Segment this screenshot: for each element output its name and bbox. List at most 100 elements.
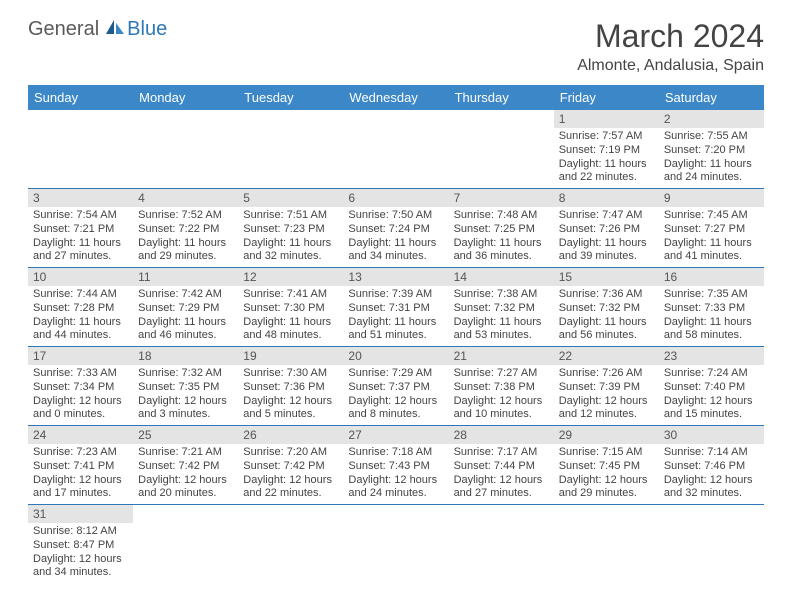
- calendar-cell: 28Sunrise: 7:17 AMSunset: 7:44 PMDayligh…: [449, 426, 554, 505]
- day-number: 26: [238, 426, 343, 444]
- title-block: March 2024 Almonte, Andalusia, Spain: [577, 18, 764, 75]
- calendar-cell: [238, 505, 343, 584]
- empty-cell: [133, 110, 238, 128]
- day-number: 4: [133, 189, 238, 207]
- calendar-cell: [343, 505, 448, 584]
- calendar-body: 1Sunrise: 7:57 AMSunset: 7:19 PMDaylight…: [28, 110, 764, 583]
- calendar-cell: 10Sunrise: 7:44 AMSunset: 7:28 PMDayligh…: [28, 268, 133, 347]
- sail-icon: [104, 18, 126, 41]
- day-details: Sunrise: 7:55 AMSunset: 7:20 PMDaylight:…: [659, 128, 764, 188]
- empty-cell: [343, 505, 448, 523]
- calendar-cell: 16Sunrise: 7:35 AMSunset: 7:33 PMDayligh…: [659, 268, 764, 347]
- calendar-cell: 18Sunrise: 7:32 AMSunset: 7:35 PMDayligh…: [133, 347, 238, 426]
- empty-cell: [238, 505, 343, 523]
- day-details: Sunrise: 7:29 AMSunset: 7:37 PMDaylight:…: [343, 365, 448, 425]
- day-details: Sunrise: 7:21 AMSunset: 7:42 PMDaylight:…: [133, 444, 238, 504]
- empty-cell: [659, 505, 764, 523]
- day-number: 11: [133, 268, 238, 286]
- day-number: 15: [554, 268, 659, 286]
- calendar-cell: 9Sunrise: 7:45 AMSunset: 7:27 PMDaylight…: [659, 189, 764, 268]
- calendar-cell: 15Sunrise: 7:36 AMSunset: 7:32 PMDayligh…: [554, 268, 659, 347]
- day-number: 19: [238, 347, 343, 365]
- day-number: 31: [28, 505, 133, 523]
- day-details: Sunrise: 7:57 AMSunset: 7:19 PMDaylight:…: [554, 128, 659, 188]
- empty-cell: [133, 505, 238, 523]
- weekday-header: Monday: [133, 85, 238, 110]
- day-number: 27: [343, 426, 448, 444]
- empty-cell: [449, 110, 554, 128]
- calendar-cell: 7Sunrise: 7:48 AMSunset: 7:25 PMDaylight…: [449, 189, 554, 268]
- day-details: Sunrise: 7:42 AMSunset: 7:29 PMDaylight:…: [133, 286, 238, 346]
- day-number: 29: [554, 426, 659, 444]
- calendar-cell: [343, 110, 448, 189]
- weekday-header: Friday: [554, 85, 659, 110]
- calendar-cell: [133, 110, 238, 189]
- day-number: 20: [343, 347, 448, 365]
- day-number: 10: [28, 268, 133, 286]
- weekday-header: Sunday: [28, 85, 133, 110]
- day-number: 12: [238, 268, 343, 286]
- day-number: 9: [659, 189, 764, 207]
- day-number: 7: [449, 189, 554, 207]
- calendar-cell: 8Sunrise: 7:47 AMSunset: 7:26 PMDaylight…: [554, 189, 659, 268]
- day-number: 23: [659, 347, 764, 365]
- calendar-cell: 5Sunrise: 7:51 AMSunset: 7:23 PMDaylight…: [238, 189, 343, 268]
- calendar-table: SundayMondayTuesdayWednesdayThursdayFrid…: [28, 85, 764, 583]
- location-label: Almonte, Andalusia, Spain: [577, 57, 764, 75]
- calendar-cell: 19Sunrise: 7:30 AMSunset: 7:36 PMDayligh…: [238, 347, 343, 426]
- day-number: 17: [28, 347, 133, 365]
- day-details: Sunrise: 7:44 AMSunset: 7:28 PMDaylight:…: [28, 286, 133, 346]
- empty-cell: [449, 505, 554, 523]
- calendar-cell: [554, 505, 659, 584]
- calendar-cell: 27Sunrise: 7:18 AMSunset: 7:43 PMDayligh…: [343, 426, 448, 505]
- day-details: Sunrise: 7:20 AMSunset: 7:42 PMDaylight:…: [238, 444, 343, 504]
- brand-text-blue: Blue: [127, 18, 167, 41]
- day-number: 28: [449, 426, 554, 444]
- day-details: Sunrise: 7:27 AMSunset: 7:38 PMDaylight:…: [449, 365, 554, 425]
- day-details: Sunrise: 7:47 AMSunset: 7:26 PMDaylight:…: [554, 207, 659, 267]
- calendar-cell: 21Sunrise: 7:27 AMSunset: 7:38 PMDayligh…: [449, 347, 554, 426]
- calendar-cell: 4Sunrise: 7:52 AMSunset: 7:22 PMDaylight…: [133, 189, 238, 268]
- day-number: 8: [554, 189, 659, 207]
- brand-logo: General Blue: [28, 18, 167, 41]
- day-details: Sunrise: 7:54 AMSunset: 7:21 PMDaylight:…: [28, 207, 133, 267]
- day-details: Sunrise: 7:51 AMSunset: 7:23 PMDaylight:…: [238, 207, 343, 267]
- day-details: Sunrise: 7:24 AMSunset: 7:40 PMDaylight:…: [659, 365, 764, 425]
- day-details: Sunrise: 7:48 AMSunset: 7:25 PMDaylight:…: [449, 207, 554, 267]
- calendar-cell: 2Sunrise: 7:55 AMSunset: 7:20 PMDaylight…: [659, 110, 764, 189]
- day-details: Sunrise: 7:26 AMSunset: 7:39 PMDaylight:…: [554, 365, 659, 425]
- calendar-cell: 25Sunrise: 7:21 AMSunset: 7:42 PMDayligh…: [133, 426, 238, 505]
- calendar-cell: 12Sunrise: 7:41 AMSunset: 7:30 PMDayligh…: [238, 268, 343, 347]
- day-number: 13: [343, 268, 448, 286]
- day-number: 5: [238, 189, 343, 207]
- calendar-cell: [133, 505, 238, 584]
- day-details: Sunrise: 7:30 AMSunset: 7:36 PMDaylight:…: [238, 365, 343, 425]
- weekday-header: Saturday: [659, 85, 764, 110]
- day-number: 3: [28, 189, 133, 207]
- calendar-cell: 30Sunrise: 7:14 AMSunset: 7:46 PMDayligh…: [659, 426, 764, 505]
- day-details: Sunrise: 7:50 AMSunset: 7:24 PMDaylight:…: [343, 207, 448, 267]
- calendar-cell: 29Sunrise: 7:15 AMSunset: 7:45 PMDayligh…: [554, 426, 659, 505]
- calendar-cell: 22Sunrise: 7:26 AMSunset: 7:39 PMDayligh…: [554, 347, 659, 426]
- day-details: Sunrise: 7:23 AMSunset: 7:41 PMDaylight:…: [28, 444, 133, 504]
- calendar-cell: 17Sunrise: 7:33 AMSunset: 7:34 PMDayligh…: [28, 347, 133, 426]
- calendar-cell: 11Sunrise: 7:42 AMSunset: 7:29 PMDayligh…: [133, 268, 238, 347]
- day-details: Sunrise: 7:36 AMSunset: 7:32 PMDaylight:…: [554, 286, 659, 346]
- day-details: Sunrise: 7:33 AMSunset: 7:34 PMDaylight:…: [28, 365, 133, 425]
- calendar-cell: 6Sunrise: 7:50 AMSunset: 7:24 PMDaylight…: [343, 189, 448, 268]
- calendar-cell: 14Sunrise: 7:38 AMSunset: 7:32 PMDayligh…: [449, 268, 554, 347]
- day-details: Sunrise: 7:52 AMSunset: 7:22 PMDaylight:…: [133, 207, 238, 267]
- calendar-cell: [659, 505, 764, 584]
- day-number: 25: [133, 426, 238, 444]
- calendar-cell: [28, 110, 133, 189]
- weekday-header: Tuesday: [238, 85, 343, 110]
- day-details: Sunrise: 7:38 AMSunset: 7:32 PMDaylight:…: [449, 286, 554, 346]
- calendar-cell: [449, 110, 554, 189]
- day-number: 22: [554, 347, 659, 365]
- day-details: Sunrise: 7:17 AMSunset: 7:44 PMDaylight:…: [449, 444, 554, 504]
- day-details: Sunrise: 7:14 AMSunset: 7:46 PMDaylight:…: [659, 444, 764, 504]
- day-details: Sunrise: 7:35 AMSunset: 7:33 PMDaylight:…: [659, 286, 764, 346]
- empty-cell: [238, 110, 343, 128]
- calendar-cell: 23Sunrise: 7:24 AMSunset: 7:40 PMDayligh…: [659, 347, 764, 426]
- day-number: 6: [343, 189, 448, 207]
